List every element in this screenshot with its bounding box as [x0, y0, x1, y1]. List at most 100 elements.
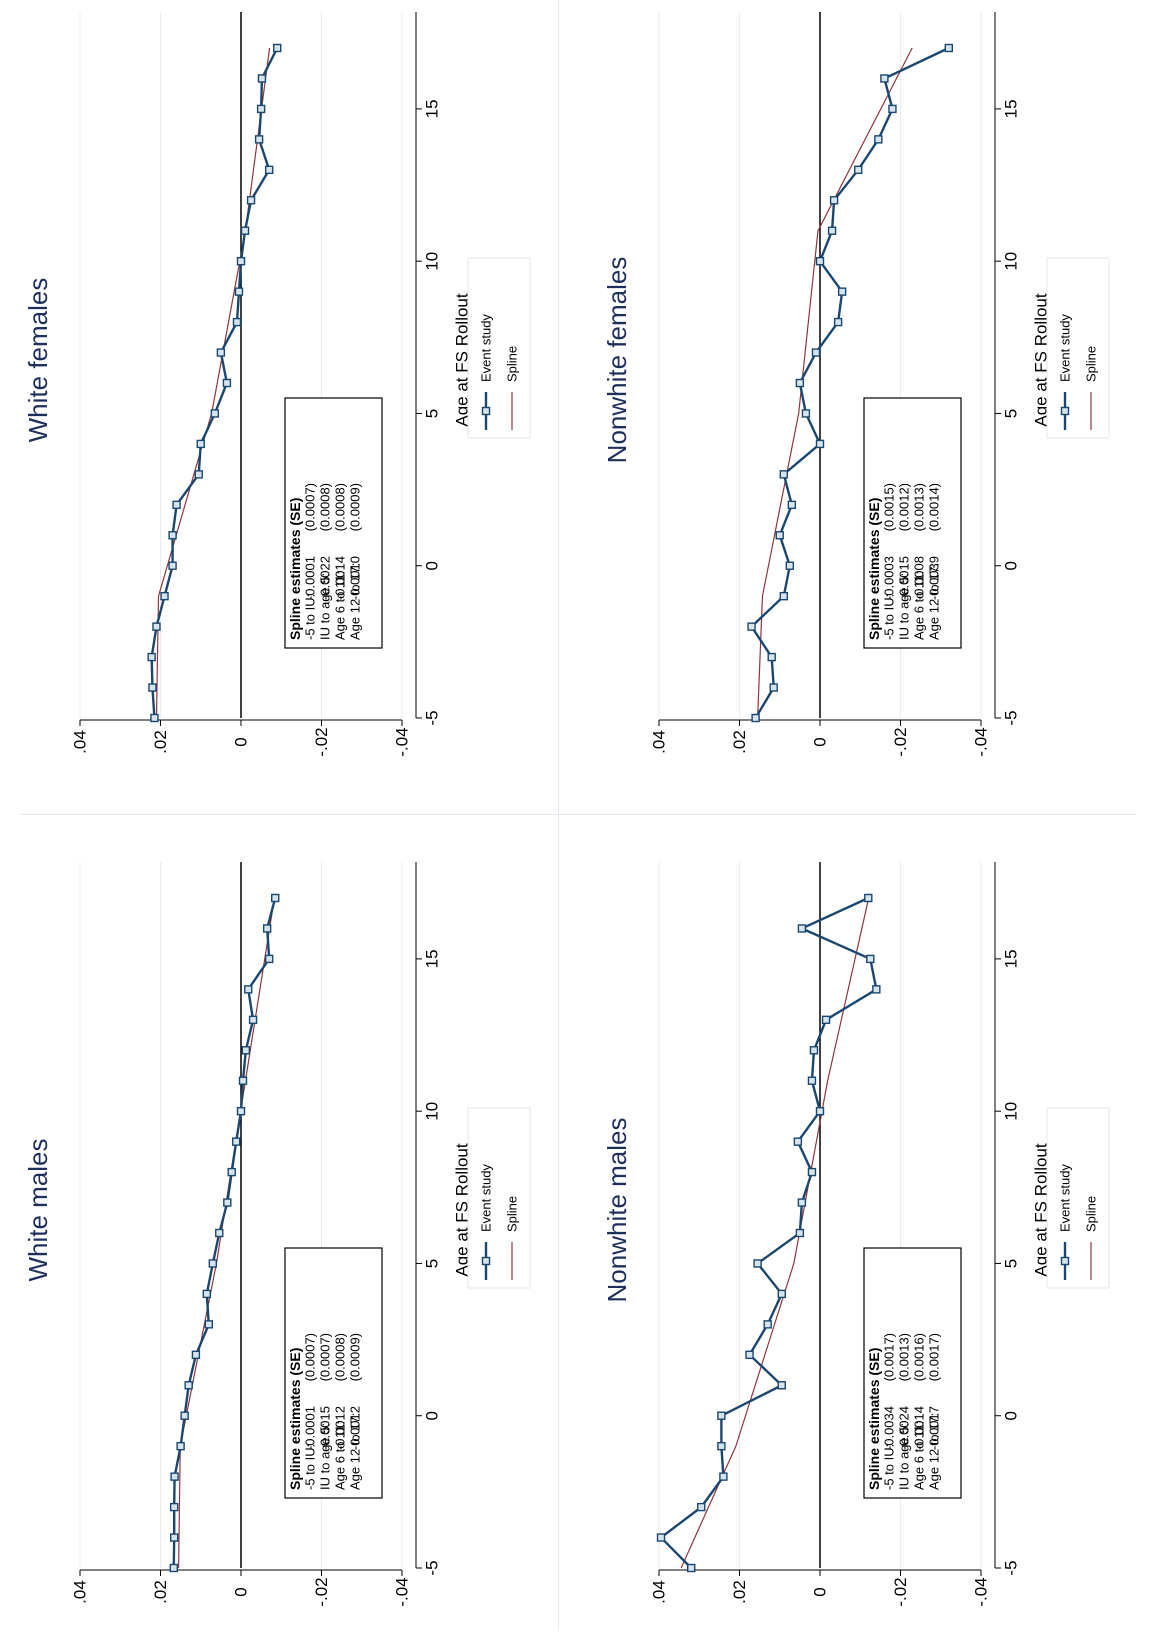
spline-row-se: (0.0008): [318, 483, 333, 531]
data-point: [864, 893, 873, 903]
x-tick-label: 15: [423, 949, 442, 968]
data-point: [880, 74, 889, 83]
spline-row-estimate: -0.0012: [333, 1406, 348, 1450]
data-point: [779, 591, 788, 601]
spline-row-estimate: -0.0017: [927, 1406, 942, 1450]
y-tick-label: 0: [811, 1587, 830, 1596]
y-tick-label: .04: [71, 730, 90, 754]
legend-label-event-study: Event study: [1058, 314, 1073, 382]
spline-row-label: Age 6 to 11:: [912, 571, 927, 640]
data-point: [172, 500, 181, 510]
spline-row-se: (0.0009): [348, 483, 363, 531]
data-point: [191, 1350, 201, 1360]
data-point: [150, 713, 159, 723]
spline-row-estimate: -0.0015: [318, 1406, 333, 1450]
chart-title: White females: [23, 278, 53, 443]
x-tick-label: 0: [423, 1411, 442, 1420]
data-point: [787, 500, 797, 510]
spline-row-estimate: -0.0022: [318, 556, 333, 600]
spline-row-label: Age 12 to 17:: [348, 1413, 363, 1490]
data-point: [241, 1046, 251, 1055]
y-tick-label: .04: [71, 1580, 90, 1604]
spline-row-label: Age 6 to 11:: [333, 1421, 348, 1490]
data-point: [168, 531, 177, 540]
data-point: [271, 893, 280, 903]
data-point: [656, 1533, 666, 1542]
spline-row-label: Age 12 to 17:: [927, 1413, 942, 1490]
legend-label-spline: Spline: [1084, 346, 1099, 382]
data-point: [829, 196, 839, 205]
x-axis-label: Age at FS Rollout: [453, 1143, 472, 1277]
series-line-spline: [155, 47, 271, 719]
data-point: [216, 348, 226, 357]
data-point: [223, 1198, 232, 1207]
data-point: [222, 378, 232, 388]
x-tick-label: 15: [1002, 99, 1021, 118]
chart-panel-3: -5 0 5 10 15 Age at FS Rollout .04 .02 0 -.02 -.04…: [602, 862, 1110, 1607]
y-tick-label: -.02: [891, 1577, 910, 1606]
x-tick-label: 5: [423, 1259, 442, 1268]
y-tick-label: .04: [650, 1580, 669, 1604]
spline-row-estimate: -0.0014: [333, 556, 348, 600]
y-tick-label: -.02: [312, 1577, 331, 1606]
data-point: [779, 470, 788, 479]
x-axis-label: Age at FS Rollout: [1032, 293, 1051, 427]
data-point: [833, 317, 843, 327]
x-tick-label: 15: [423, 99, 442, 118]
data-point: [240, 226, 250, 235]
series-line-spline: [680, 897, 870, 1569]
data-point: [809, 1046, 819, 1055]
spline-estimates-box: [284, 397, 383, 649]
legend-label-event-study: Event study: [1058, 1164, 1073, 1232]
y-tick-label: 0: [232, 737, 251, 746]
data-point: [872, 985, 881, 994]
series-line-event-study: [659, 896, 878, 1569]
data-point: [815, 256, 825, 266]
spline-row-se: (0.0013): [912, 483, 927, 531]
legend-label-spline: Spline: [1084, 1196, 1099, 1232]
spline-box-title: Spline estimates (SE): [287, 1348, 303, 1490]
spline-estimates-box: [863, 397, 962, 649]
spline-box-title: Spline estimates (SE): [866, 1348, 882, 1490]
legend-box: [1046, 257, 1110, 439]
data-point: [264, 165, 274, 175]
data-point: [821, 1015, 831, 1025]
spline-box-title: Spline estimates (SE): [287, 498, 303, 640]
data-point: [180, 1411, 189, 1420]
spline-row-se: (0.0012): [897, 483, 912, 531]
x-tick-label: 5: [1002, 1259, 1021, 1268]
spline-row-label: -5 to IU:: [303, 1444, 318, 1490]
data-point: [854, 165, 863, 175]
x-tick-label: -5: [423, 1560, 442, 1575]
data-point: [264, 954, 274, 964]
data-point: [874, 135, 883, 144]
y-tick-label: -.02: [312, 727, 331, 756]
data-point: [807, 1076, 817, 1085]
spline-estimates-box: [284, 1247, 383, 1499]
spline-row-estimate: -0.0010: [348, 556, 363, 600]
data-point: [686, 1563, 696, 1573]
data-point: [793, 1137, 803, 1146]
y-tick-label: -.02: [891, 727, 910, 756]
y-tick-label: 0: [811, 737, 830, 746]
data-point: [751, 713, 760, 723]
data-point: [169, 1563, 178, 1573]
data-point: [719, 1472, 728, 1481]
data-point: [168, 561, 177, 570]
chart-panel-2: -5 0 5 10 15 Age at FS Rollout .04 .02 0 -.02 -.04…: [23, 12, 531, 757]
data-point: [169, 1533, 179, 1542]
data-point: [202, 1289, 211, 1299]
data-point: [815, 1106, 825, 1116]
x-tick-label: 5: [1002, 409, 1021, 418]
x-tick-label: 0: [1002, 1411, 1021, 1420]
spline-row-estimate: -0.0012: [348, 1406, 363, 1450]
data-point: [697, 1502, 706, 1512]
x-axis-label: Age at FS Rollout: [1032, 1143, 1051, 1277]
spline-row-label: -5 to IU:: [303, 594, 318, 640]
data-point: [254, 135, 264, 144]
chart-panel-1: -5 0 5 10 15 Age at FS Rollout .04 .02 0 -.02 -.04…: [23, 862, 531, 1607]
spline-row-se: (0.0008): [333, 1333, 348, 1381]
x-tick-label: 5: [423, 409, 442, 418]
legend-label-event-study: Event study: [479, 314, 494, 382]
data-point: [767, 652, 776, 662]
